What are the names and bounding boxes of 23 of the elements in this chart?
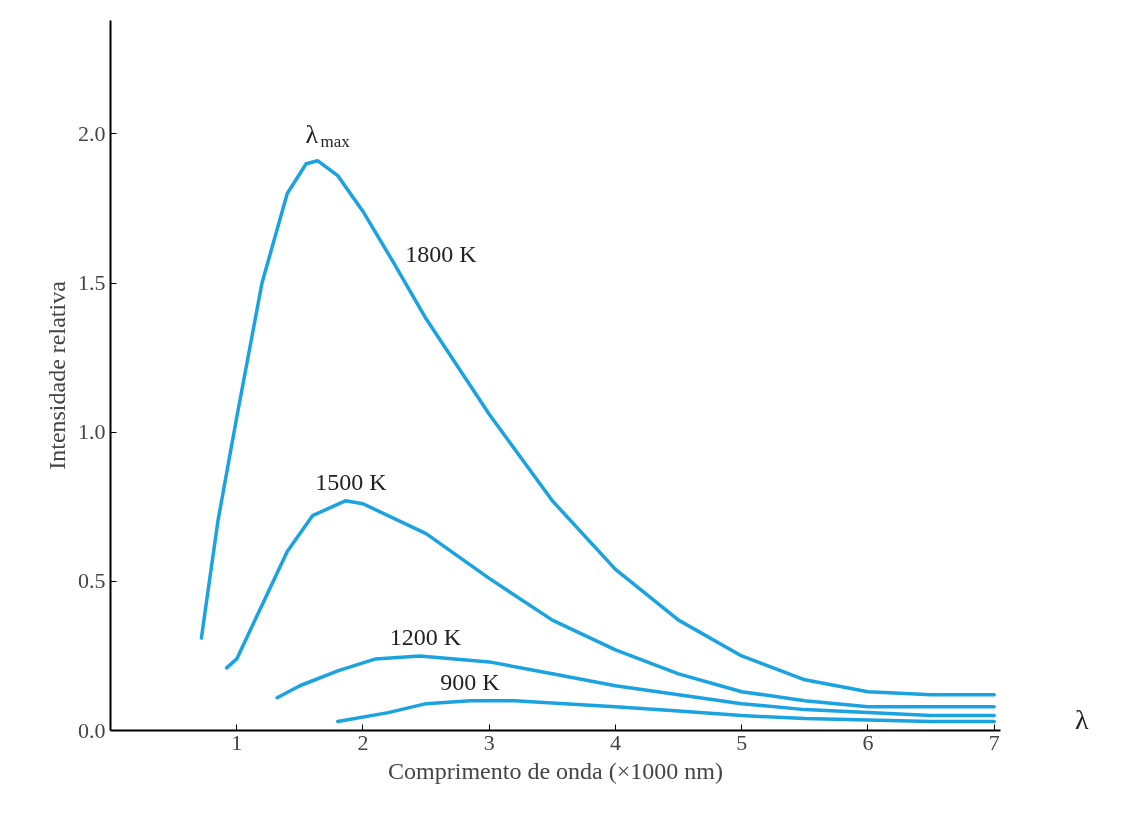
x-tick-label: 6: [862, 729, 874, 755]
x-axis-title: Comprimento de onda (×1000 nm): [388, 757, 723, 784]
x-tick-label: 5: [736, 729, 748, 755]
series-label: 900 K: [440, 668, 501, 695]
y-tick-label: 2.0: [78, 120, 106, 146]
x-tick-label: 1: [231, 729, 243, 755]
y-tick-label: 0.5: [78, 568, 106, 594]
series-label: 1500 K: [315, 468, 388, 495]
y-tick-label: 0.0: [78, 717, 106, 743]
x-tick-label: 2: [357, 729, 369, 755]
series-label: 1800 K: [405, 241, 478, 268]
x-tick-label: 3: [483, 729, 495, 755]
line-series: [224, 499, 996, 709]
line-series: [199, 158, 996, 697]
x-tick-label: 4: [609, 729, 621, 755]
y-tick-label: 1.5: [78, 270, 106, 296]
y-axis-title: Intensidade relativa: [44, 280, 70, 470]
line-series: [335, 698, 996, 724]
y-tick-label: 1.0: [78, 419, 106, 445]
x-tick-label: 7: [988, 729, 1000, 755]
series-label: 1200 K: [389, 623, 462, 650]
text: λ: [1075, 703, 1089, 737]
line-series: [275, 654, 996, 718]
